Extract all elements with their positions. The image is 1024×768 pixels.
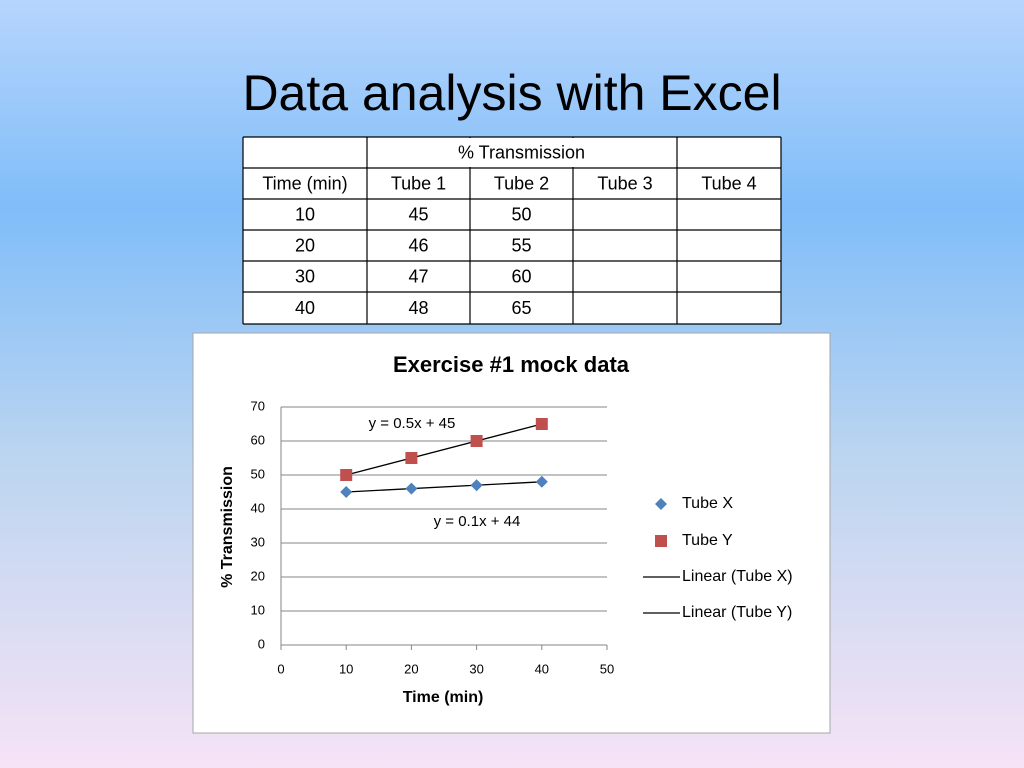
- table-cell: 65: [511, 298, 531, 318]
- table-column-header: Tube 3: [597, 173, 652, 193]
- table-cell: 46: [408, 235, 428, 255]
- legend-marker: [655, 535, 667, 547]
- legend-label: Tube X: [682, 495, 733, 512]
- x-tick-label: 40: [535, 661, 549, 676]
- legend-label: Tube Y: [682, 532, 733, 549]
- table-column-header: Tube 2: [494, 173, 549, 193]
- y-tick-label: 10: [251, 602, 265, 617]
- x-tick-label: 0: [277, 661, 284, 676]
- x-tick-label: 30: [469, 661, 483, 676]
- table-cell: 30: [295, 266, 315, 286]
- table-column-header: Tube 1: [391, 173, 446, 193]
- point: [470, 435, 483, 447]
- table-cell: 20: [295, 235, 315, 255]
- table-column-header: Time (min): [262, 173, 347, 193]
- point: [405, 482, 418, 495]
- table-cell: 10: [295, 204, 315, 224]
- y-tick-label: 0: [258, 636, 265, 651]
- table-column-header: Tube 4: [701, 173, 756, 193]
- table-cell: 50: [511, 204, 531, 224]
- y-tick-label: 40: [251, 500, 265, 515]
- point: [535, 418, 548, 430]
- table-header-top: [244, 138, 780, 167]
- y-tick-label: 60: [251, 432, 265, 447]
- trendline-equation: y = 0.1x + 44: [434, 513, 521, 530]
- legend-label: Linear (Tube X): [682, 568, 793, 585]
- point: [340, 486, 353, 498]
- point: [535, 475, 548, 488]
- table-cell: 55: [511, 235, 531, 255]
- chart-area: [192, 332, 831, 734]
- y-tick-label: 20: [251, 568, 265, 583]
- x-tick-label: 10: [339, 661, 353, 676]
- table-cell: 45: [408, 204, 428, 224]
- point: [405, 452, 418, 464]
- table-cell: 40: [295, 298, 315, 318]
- x-tick-label: 20: [404, 661, 418, 676]
- table-cell: 48: [408, 298, 428, 318]
- chart-title: Exercise #1 mock data: [393, 352, 630, 377]
- slide-title: Data analysis with Excel: [242, 65, 781, 121]
- table-group-label: % Transmission: [458, 142, 585, 162]
- y-axis-label: % Transmission: [219, 466, 236, 588]
- x-tick-label: 50: [600, 661, 614, 676]
- table-cell: 47: [408, 266, 428, 286]
- y-tick-label: 50: [251, 466, 265, 481]
- point: [470, 479, 483, 492]
- trendline-equation: y = 0.5x + 45: [369, 415, 456, 432]
- y-tick-label: 70: [251, 398, 265, 413]
- trendline: [346, 423, 542, 476]
- table-cell: 60: [511, 266, 531, 286]
- y-tick-label: 30: [251, 534, 265, 549]
- legend-marker: [655, 498, 667, 510]
- legend-label: Linear (Tube Y): [682, 604, 792, 621]
- point: [340, 469, 353, 481]
- x-axis-label: Time (min): [403, 689, 484, 706]
- trendline: [346, 481, 542, 493]
